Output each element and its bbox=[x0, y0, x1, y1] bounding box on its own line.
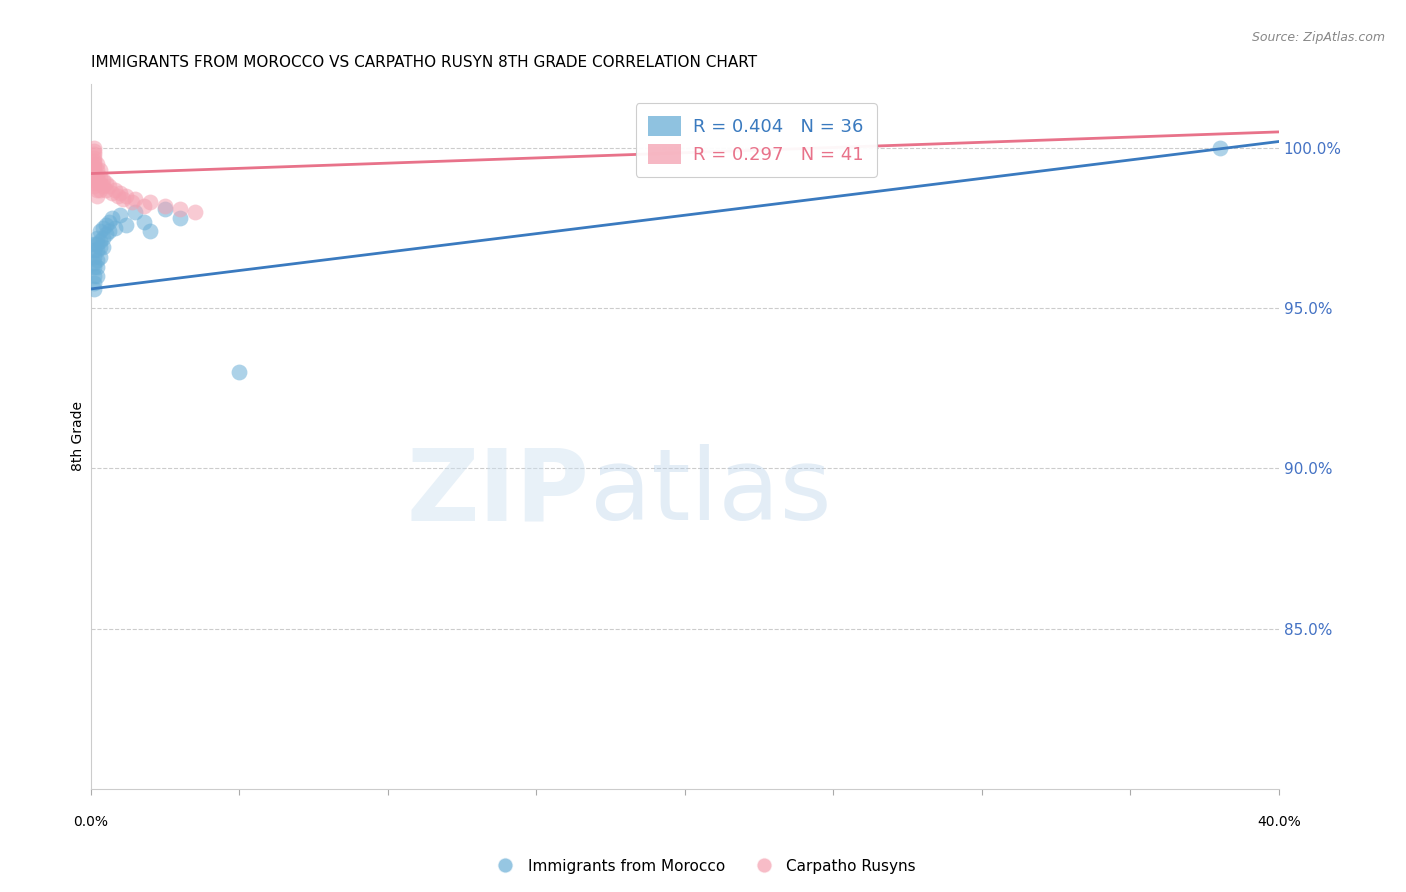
Y-axis label: 8th Grade: 8th Grade bbox=[72, 401, 86, 471]
Point bbox=[86, 169, 108, 184]
Point bbox=[83, 173, 105, 187]
Point bbox=[91, 173, 114, 187]
Point bbox=[169, 211, 191, 226]
Text: 40.0%: 40.0% bbox=[1257, 814, 1301, 829]
Point bbox=[86, 253, 108, 268]
Point bbox=[134, 214, 156, 228]
Point bbox=[153, 199, 176, 213]
Point bbox=[139, 224, 162, 238]
Point bbox=[83, 256, 105, 270]
Point bbox=[89, 169, 111, 184]
Text: IMMIGRANTS FROM MOROCCO VS CARPATHO RUSYN 8TH GRADE CORRELATION CHART: IMMIGRANTS FROM MOROCCO VS CARPATHO RUSY… bbox=[91, 55, 756, 70]
Point bbox=[83, 176, 105, 190]
Point bbox=[91, 230, 114, 244]
Point bbox=[86, 189, 108, 203]
Point bbox=[94, 227, 117, 242]
Point bbox=[91, 221, 114, 235]
Legend: Immigrants from Morocco, Carpatho Rusyns: Immigrants from Morocco, Carpatho Rusyns bbox=[484, 853, 922, 880]
Point bbox=[91, 240, 114, 254]
Point bbox=[83, 237, 105, 252]
Point bbox=[86, 176, 108, 190]
Point bbox=[94, 176, 117, 190]
Point bbox=[83, 276, 105, 290]
Point bbox=[86, 237, 108, 252]
Point bbox=[153, 202, 176, 216]
Point bbox=[100, 211, 122, 226]
Point bbox=[1208, 141, 1230, 155]
Point bbox=[121, 195, 143, 210]
Point bbox=[83, 260, 105, 274]
Point bbox=[86, 244, 108, 258]
Point bbox=[89, 234, 111, 248]
Point bbox=[86, 260, 108, 274]
Point bbox=[94, 183, 117, 197]
Point bbox=[115, 189, 138, 203]
Point bbox=[86, 183, 108, 197]
Text: atlas: atlas bbox=[589, 444, 831, 541]
Point bbox=[83, 144, 105, 158]
Point bbox=[184, 205, 207, 219]
Point bbox=[89, 163, 111, 178]
Text: Source: ZipAtlas.com: Source: ZipAtlas.com bbox=[1251, 31, 1385, 45]
Legend: R = 0.404   N = 36, R = 0.297   N = 41: R = 0.404 N = 36, R = 0.297 N = 41 bbox=[636, 103, 877, 177]
Point bbox=[83, 153, 105, 168]
Point bbox=[83, 141, 105, 155]
Point bbox=[94, 218, 117, 232]
Point bbox=[89, 183, 111, 197]
Point bbox=[97, 224, 120, 238]
Point bbox=[110, 186, 132, 200]
Point bbox=[83, 250, 105, 264]
Point bbox=[83, 151, 105, 165]
Text: 0.0%: 0.0% bbox=[73, 814, 108, 829]
Point bbox=[134, 199, 156, 213]
Point bbox=[89, 224, 111, 238]
Point bbox=[86, 230, 108, 244]
Point bbox=[83, 160, 105, 174]
Point bbox=[83, 269, 105, 284]
Text: ZIP: ZIP bbox=[406, 444, 589, 541]
Point bbox=[83, 163, 105, 178]
Point bbox=[89, 250, 111, 264]
Point bbox=[83, 282, 105, 296]
Point bbox=[89, 240, 111, 254]
Point bbox=[169, 202, 191, 216]
Point bbox=[97, 179, 120, 194]
Point bbox=[112, 192, 135, 206]
Point bbox=[103, 221, 125, 235]
Point bbox=[107, 189, 129, 203]
Point bbox=[139, 195, 162, 210]
Point bbox=[83, 244, 105, 258]
Point bbox=[83, 169, 105, 184]
Point bbox=[228, 365, 250, 379]
Point bbox=[97, 214, 120, 228]
Point bbox=[86, 269, 108, 284]
Point bbox=[91, 179, 114, 194]
Point bbox=[89, 176, 111, 190]
Point bbox=[86, 157, 108, 171]
Point bbox=[100, 186, 122, 200]
Point bbox=[86, 163, 108, 178]
Point bbox=[83, 167, 105, 181]
Point bbox=[110, 208, 132, 222]
Point bbox=[124, 205, 146, 219]
Point bbox=[83, 179, 105, 194]
Point bbox=[124, 192, 146, 206]
Point bbox=[115, 218, 138, 232]
Point bbox=[103, 183, 125, 197]
Point bbox=[83, 147, 105, 161]
Point bbox=[83, 157, 105, 171]
